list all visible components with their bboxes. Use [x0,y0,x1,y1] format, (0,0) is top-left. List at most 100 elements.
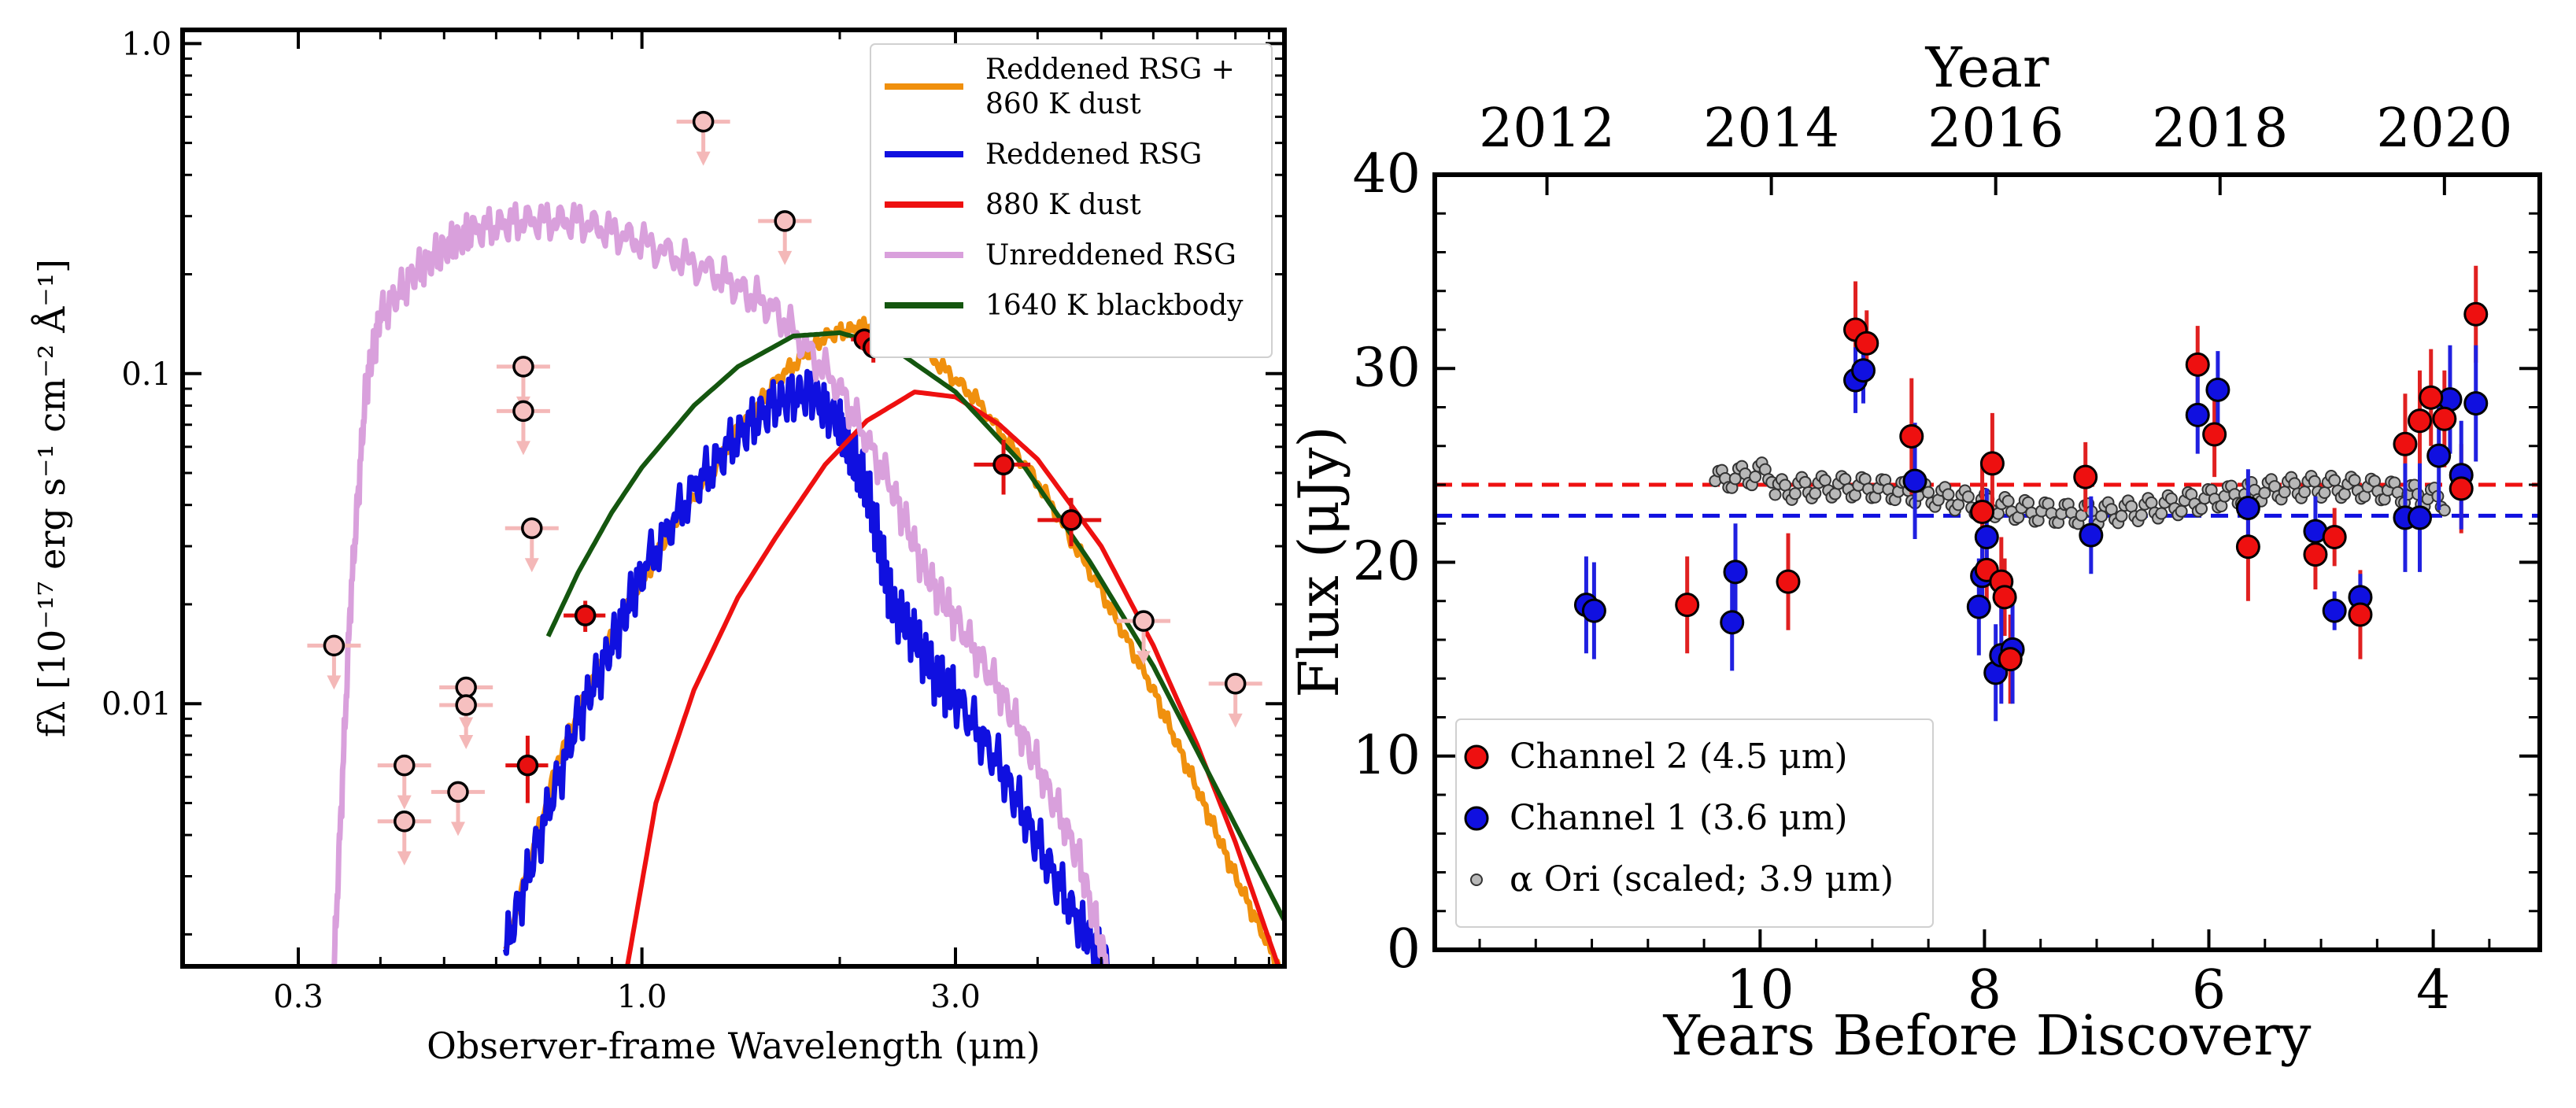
sed-legend-label-reddened-rsg: Reddened RSG [985,138,1202,171]
sed-y-tick-label: 1.0 [121,26,172,62]
channel-2-point [1675,593,1700,618]
lightcurve-legend-marker-3 [1470,873,1483,886]
channel-2-point [2073,464,2098,489]
channel-2-point [1776,569,1801,594]
sed-x-tick-label: 0.3 [273,979,323,1015]
lightcurve-x-tick-label: 4 [2416,959,2450,1021]
upper-limit-arrow-head [516,441,530,456]
sed-legend-label-880-k-dust: 880 K dust [985,189,1141,221]
channel-1-point [2463,391,2489,416]
channel-1-point [1850,358,1876,383]
alpha-ori-point [2318,486,2331,499]
lightcurve-x-axis-label: Years Before Discovery [1663,1003,2312,1068]
channel-1-point [2235,496,2260,521]
alpha-ori-point [1942,488,1955,501]
channel-2-point [2303,542,2328,567]
sed-x-tick-label: 3.0 [930,979,981,1015]
sed-y-tick-label: 0.01 [102,686,172,722]
upper-limit-point [394,754,416,777]
upper-limit-arrow-head [696,151,711,166]
lightcurve-y-tick-label: 30 [1352,337,1421,399]
detection-point [1060,509,1082,531]
upper-limit-point [394,810,416,833]
channel-1-point [2407,505,2432,530]
channel-2-point [1899,423,1924,449]
lightcurve-y-axis-label: Flux (μJy) [1287,426,1351,698]
lightcurve-y-tick-label: 0 [1387,918,1421,981]
alpha-ori-point [1839,472,1852,486]
upper-limit-arrow-head [397,851,412,866]
channel-2-point [1992,585,2017,610]
upper-limit-point [1133,610,1155,632]
channel-2-point [1854,331,1879,356]
channel-2-point [2348,602,2373,627]
channel-2-point [2407,408,2432,434]
upper-limit-arrow-head [459,735,474,750]
lightcurve-legend-marker-2 [1464,806,1489,831]
detection-point [574,604,597,626]
channel-2-point [1998,647,2023,672]
channel-1-point [1720,610,1745,635]
upper-limit-point [1224,672,1247,695]
lightcurve-panel: 10 8 6 4 2012 2014 2016 2018 2020 0 10 20 30 40 Years… [1287,35,2542,1068]
upper-limit-point [521,517,543,540]
alpha-ori-point [1788,487,1802,500]
sed-curve-reddened-rsg [502,368,1110,966]
alpha-ori-point [1809,486,1822,500]
sed-y-tick-label: 0.1 [121,356,172,393]
lightcurve-top-tick-label: 2012 [1479,98,1615,160]
lightcurve-legend-label-1: Channel 2 (4.5 μm) [1510,737,1848,777]
lightcurve-x-tick-label: 10 [1726,959,1794,1021]
alpha-ori-point [2258,486,2271,500]
sed-legend-label-reddened-rsg-860-k-dust: Reddened RSG + [985,54,1235,86]
lightcurve-top-tick-label: 2014 [1703,98,1839,160]
alpha-ori-point [2115,509,2128,523]
lightcurve-legend: Channel 2 (4.5 μm) Channel 1 (3.6 μm) α Or… [1455,718,1934,928]
sed-x-axis-label: Observer-frame Wavelength (μm) [427,1025,1040,1067]
channel-2-point [2463,301,2489,327]
channel-2-point [2235,534,2260,560]
upper-limit-arrow-head [1228,713,1243,728]
channel-2-point [2419,385,2444,410]
channel-2-point [2393,431,2418,456]
lightcurve-top-axis-label: Year [1925,35,2049,100]
upper-limit-arrow-head [397,795,412,810]
alpha-ori-point [2298,486,2312,499]
lightcurve-top-tick-label: 2016 [1927,98,2064,160]
upper-limit-arrow-head [450,822,465,837]
sed-photometry [307,110,1262,866]
channel-1-point [2426,443,2452,468]
channel-2-point [2448,476,2474,501]
sed-legend: Reddened RSG +860 K dust Reddened RSG 880 … [870,43,1273,358]
alpha-ori-point [2134,508,2148,522]
channel-1-point [1581,598,1606,623]
upper-limit-point [512,400,534,423]
alpha-ori-point [1961,490,1975,504]
channel-1-point [1974,524,1999,549]
sed-curve-unreddened-rsg [331,201,1109,966]
detection-point [992,453,1015,476]
alpha-ori-point [1828,487,1842,500]
upper-limit-point [455,694,477,716]
lightcurve-legend-marker-1 [1464,744,1489,770]
sed-panel: 0.3 1.0 3.0 0.01 0.1 1.0 Observer-frame Wavel… [30,26,1287,1067]
upper-limit-point [512,356,534,378]
alpha-ori-point [2175,504,2188,518]
sed-frame [180,28,1287,969]
lightcurve-y-tick-label: 40 [1352,143,1421,205]
lightcurve-x-tick-label: 6 [2192,959,2226,1021]
lightcurve-legend-label-2: Channel 1 (3.6 μm) [1510,798,1848,838]
lightcurve-top-tick-label: 2018 [2152,98,2288,160]
alpha-ori-point [2348,474,2361,487]
lightcurve-y-tick-label: 20 [1352,531,1421,593]
sed-y-axis-label: fλ [10⁻¹⁷ erg s⁻¹ cm⁻² Å⁻¹] [30,259,73,737]
sed-legend-box [870,43,1273,358]
detection-point [516,754,539,777]
lightcurve-y-tick-label: 10 [1352,725,1421,787]
upper-limit-point [447,781,469,803]
alpha-ori-point [1798,475,1812,489]
lightcurve-x-tick-label: 8 [1968,959,2001,1021]
channel-2-point [2432,406,2457,431]
upper-limit-arrow-head [778,250,793,265]
channel-1-point [1723,560,1748,585]
